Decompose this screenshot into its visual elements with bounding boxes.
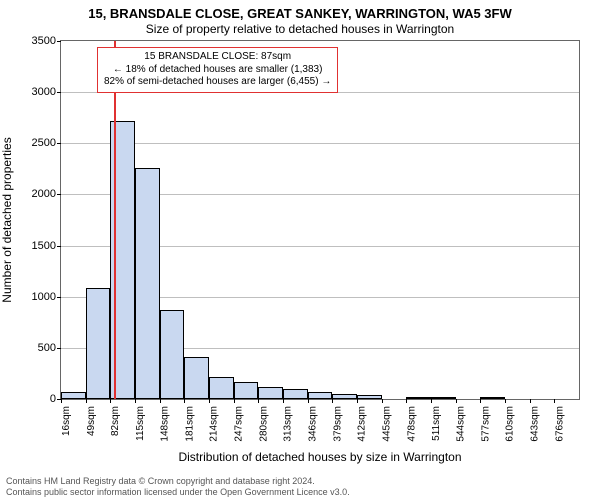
x-tick-label: 412sqm (357, 406, 368, 442)
y-tick-label: 1000 (6, 291, 56, 303)
footer-line1: Contains HM Land Registry data © Crown c… (6, 476, 350, 487)
histogram-bar (357, 395, 382, 399)
x-tick-label: 280sqm (258, 406, 269, 442)
histogram-bar (234, 382, 259, 399)
x-tick-mark (308, 399, 309, 403)
histogram-bar (308, 392, 333, 399)
y-tick-label: 2500 (6, 137, 56, 149)
x-tick-mark (554, 399, 555, 403)
plot-area: 15 BRANSDALE CLOSE: 87sqm ← 18% of detac… (60, 40, 580, 400)
x-tick-mark (406, 399, 407, 403)
x-tick-mark (258, 399, 259, 403)
x-tick-label: 214sqm (209, 406, 220, 442)
x-tick-label: 247sqm (234, 406, 245, 442)
y-tick-mark (57, 41, 61, 42)
x-axis-label: Distribution of detached houses by size … (60, 450, 580, 464)
x-tick-mark (431, 399, 432, 403)
x-tick-mark (456, 399, 457, 403)
figure: 15, BRANSDALE CLOSE, GREAT SANKEY, WARRI… (0, 0, 600, 500)
x-tick-label: 511sqm (431, 406, 442, 441)
annotation-line2: ← 18% of detached houses are smaller (1,… (104, 64, 331, 77)
histogram-bar (258, 387, 283, 399)
x-tick-label: 577sqm (480, 406, 491, 442)
x-tick-label: 313sqm (283, 406, 294, 442)
histogram-bar (480, 397, 505, 399)
histogram-bar (431, 397, 456, 399)
gridline (61, 143, 579, 144)
y-tick-mark (57, 143, 61, 144)
x-tick-label: 49sqm (86, 406, 97, 436)
annotation-box: 15 BRANSDALE CLOSE: 87sqm ← 18% of detac… (97, 47, 338, 93)
x-tick-label: 379sqm (332, 406, 343, 442)
chart-subtitle: Size of property relative to detached ho… (0, 22, 600, 36)
y-tick-label: 3500 (6, 35, 56, 47)
x-tick-mark (135, 399, 136, 403)
x-tick-label: 148sqm (160, 406, 171, 442)
x-tick-mark (530, 399, 531, 403)
x-tick-mark (357, 399, 358, 403)
x-tick-mark (160, 399, 161, 403)
y-tick-label: 500 (6, 342, 56, 354)
histogram-bar (135, 168, 160, 399)
x-tick-label: 16sqm (61, 406, 72, 436)
histogram-bar (61, 392, 86, 399)
histogram-bar (209, 377, 234, 400)
x-tick-mark (209, 399, 210, 403)
x-tick-label: 181sqm (184, 406, 195, 442)
x-tick-mark (86, 399, 87, 403)
x-tick-label: 478sqm (406, 406, 417, 442)
y-tick-label: 3000 (6, 86, 56, 98)
x-tick-label: 445sqm (382, 406, 393, 442)
y-tick-mark (57, 92, 61, 93)
histogram-bar (283, 389, 308, 399)
chart-title-address: 15, BRANSDALE CLOSE, GREAT SANKEY, WARRI… (0, 6, 600, 21)
subject-marker-line (114, 41, 116, 399)
histogram-bar (184, 357, 209, 399)
histogram-bar (160, 310, 185, 399)
x-tick-mark (234, 399, 235, 403)
annotation-line3: 82% of semi-detached houses are larger (… (104, 76, 331, 89)
histogram-bar (332, 394, 357, 399)
x-tick-mark (184, 399, 185, 403)
footer-attribution: Contains HM Land Registry data © Crown c… (6, 476, 350, 498)
x-tick-label: 346sqm (308, 406, 319, 442)
x-tick-label: 115sqm (135, 406, 146, 441)
y-tick-label: 2000 (6, 188, 56, 200)
y-tick-mark (57, 246, 61, 247)
x-tick-label: 676sqm (554, 406, 565, 442)
x-tick-label: 544sqm (456, 406, 467, 442)
y-tick-mark (57, 348, 61, 349)
x-tick-mark (332, 399, 333, 403)
x-tick-label: 610sqm (505, 406, 516, 442)
y-tick-label: 0 (6, 393, 56, 405)
x-tick-mark (505, 399, 506, 403)
footer-line2: Contains public sector information licen… (6, 487, 350, 498)
y-tick-mark (57, 194, 61, 195)
y-axis-label: Number of detached properties (0, 137, 14, 302)
x-tick-label: 82sqm (110, 406, 121, 436)
y-tick-label: 1500 (6, 240, 56, 252)
x-tick-mark (382, 399, 383, 403)
x-tick-mark (110, 399, 111, 403)
y-tick-mark (57, 297, 61, 298)
annotation-line1: 15 BRANSDALE CLOSE: 87sqm (104, 51, 331, 64)
x-tick-mark (283, 399, 284, 403)
x-tick-mark (480, 399, 481, 403)
x-tick-mark (61, 399, 62, 403)
x-tick-label: 643sqm (530, 406, 541, 442)
histogram-bar (86, 288, 111, 399)
histogram-bar (406, 397, 431, 399)
